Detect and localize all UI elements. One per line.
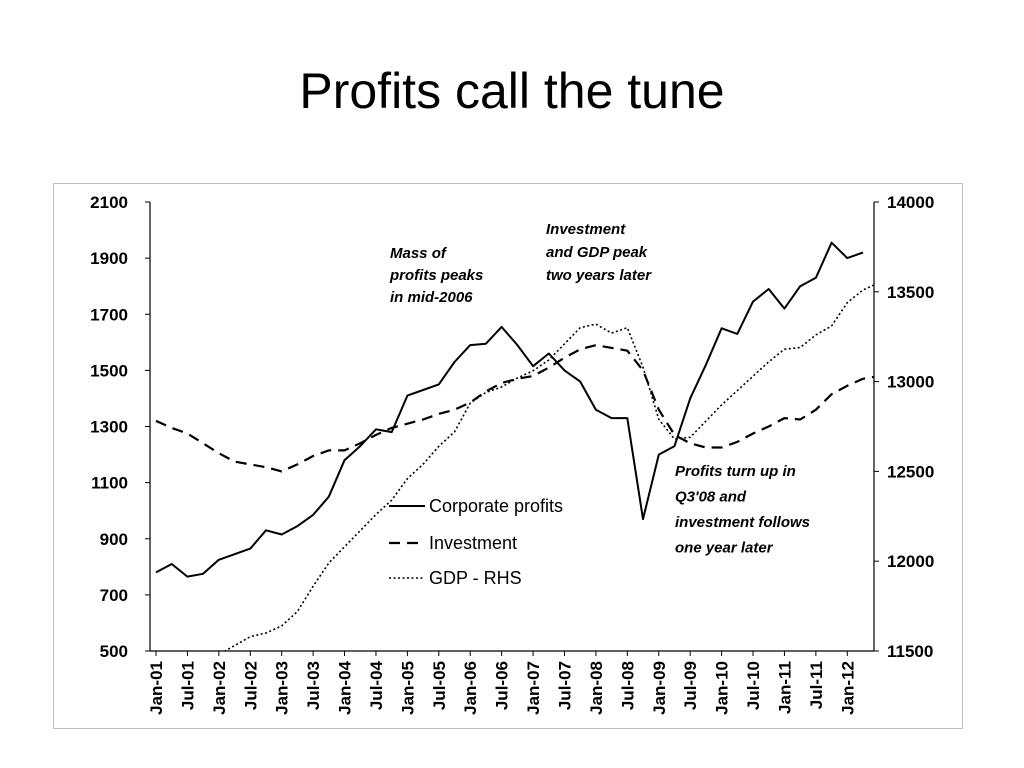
x-tick-label: Jan-02 — [210, 661, 229, 715]
x-tick-label: Jan-03 — [273, 661, 292, 715]
left-tick-label: 500 — [100, 642, 128, 661]
x-tick-label: Jan-11 — [775, 661, 794, 714]
x-tick-label: Jul-11 — [807, 661, 826, 709]
left-tick-label: 1900 — [90, 249, 128, 268]
left-tick-label: 700 — [100, 586, 128, 605]
x-tick-label: Jul-03 — [304, 661, 323, 710]
left-tick-label: 900 — [100, 530, 128, 549]
left-tick-label: 1100 — [91, 474, 128, 493]
left-tick-label: 1700 — [90, 305, 128, 324]
chart-frame: 2100 1900 1700 1500 1300 1100 900 700 500 14000 13… — [53, 183, 963, 729]
annotation-text: Q3'08 and — [675, 489, 747, 506]
annotation-text: Investment — [546, 221, 626, 238]
x-tick-label: Jan-10 — [713, 661, 732, 715]
x-tick-label: Jan-09 — [650, 661, 669, 715]
legend-label: GDP - RHS — [429, 568, 522, 588]
right-tick-label: 12500 — [887, 462, 934, 481]
x-tick-label: Jul-04 — [367, 660, 386, 710]
left-tick-label: 1500 — [90, 361, 128, 380]
right-tick-label: 13000 — [887, 373, 934, 392]
x-tick-label: Jan-07 — [524, 661, 543, 715]
annotation-text: Profits turn up in — [675, 463, 796, 480]
x-tick-label: Jul-05 — [430, 661, 449, 710]
left-tick-label: 1300 — [90, 418, 128, 437]
right-tick-label: 11500 — [887, 642, 933, 661]
annotation-text: Mass of — [390, 245, 448, 262]
x-tick-label: Jul-09 — [681, 661, 700, 710]
x-tick-label: Jan-05 — [398, 661, 417, 715]
legend-label: Investment — [429, 533, 517, 553]
slide-title: Profits call the tune — [299, 63, 725, 119]
annotation-text: profits peaks — [389, 267, 483, 284]
right-tick-label: 12000 — [887, 552, 934, 571]
x-tick-label: Jul-10 — [744, 661, 763, 710]
series-line-corporate-profits — [155, 241, 864, 578]
x-tick-label: Jan-12 — [838, 661, 857, 715]
x-tick-label: Jul-06 — [493, 661, 512, 710]
legend-label: Corporate profits — [429, 496, 563, 516]
annotation-text: investment follows — [675, 514, 810, 531]
right-tick-label: 13500 — [887, 283, 934, 302]
annotation-text: in mid-2006 — [390, 289, 473, 306]
series-line-investment — [155, 344, 874, 473]
x-tick-label: Jul-02 — [241, 661, 260, 710]
annotation-text: one year later — [675, 540, 774, 557]
annotation-text: two years later — [546, 267, 652, 284]
left-tick-label: 2100 — [90, 193, 128, 212]
x-tick-label: Jul-08 — [618, 661, 637, 710]
right-tick-label: 14000 — [887, 193, 934, 212]
profits-chart: 2100 1900 1700 1500 1300 1100 900 700 500 14000 13… — [90, 193, 934, 715]
x-tick-label: Jan-04 — [336, 660, 355, 714]
x-tick-label: Jan-08 — [587, 661, 606, 715]
x-tick-label: Jan-06 — [461, 661, 480, 715]
annotation-text: and GDP peak — [546, 244, 648, 261]
x-tick-label: Jul-01 — [178, 661, 197, 710]
x-tick-label: Jan-01 — [147, 661, 166, 715]
x-tick-label: Jul-07 — [555, 661, 574, 710]
series-line-gdp-rhs — [223, 284, 874, 651]
